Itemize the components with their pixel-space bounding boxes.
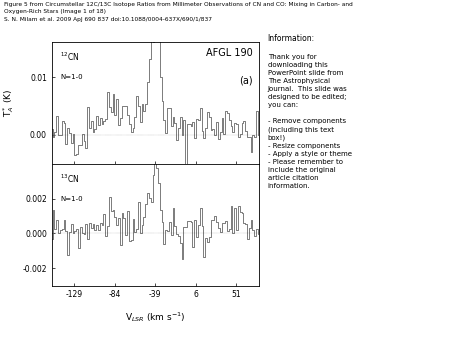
Text: Thank you for
downloading this
PowerPoint slide from
The Astrophysical
Journal. : Thank you for downloading this PowerPoin… — [268, 54, 352, 189]
Text: T$_A^*$ (K): T$_A^*$ (K) — [1, 89, 17, 117]
Text: N=1-0: N=1-0 — [60, 196, 83, 201]
Text: Oxygen-Rich Stars (Image 1 of 18): Oxygen-Rich Stars (Image 1 of 18) — [4, 9, 107, 14]
Text: N=1-0: N=1-0 — [60, 74, 83, 80]
Text: $^{13}$CN: $^{13}$CN — [60, 172, 80, 185]
Text: $^{12}$CN: $^{12}$CN — [60, 51, 80, 63]
Text: Information:: Information: — [268, 34, 315, 43]
Text: V$_{LSR}$ (km s$^{-1}$): V$_{LSR}$ (km s$^{-1}$) — [125, 311, 185, 324]
Text: Figure 5 from Circumstellar 12C/13C Isotope Ratios from Millimeter Observations : Figure 5 from Circumstellar 12C/13C Isot… — [4, 2, 353, 7]
Text: AFGL 190: AFGL 190 — [206, 48, 252, 58]
Text: S. N. Milam et al. 2009 ApJ 690 837 doi:10.1088/0004-637X/690/1/837: S. N. Milam et al. 2009 ApJ 690 837 doi:… — [4, 17, 212, 22]
Text: (a): (a) — [239, 75, 252, 85]
